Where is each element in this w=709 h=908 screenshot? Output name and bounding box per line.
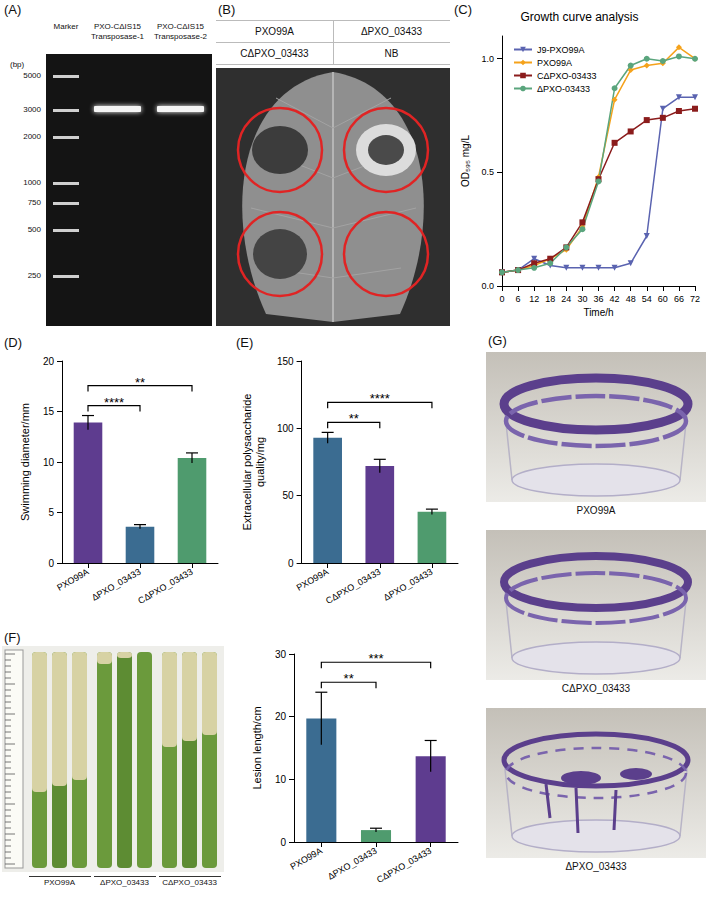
svg-text:150: 150: [277, 356, 294, 367]
svg-text:Swimming diameter/mm: Swimming diameter/mm: [19, 403, 31, 521]
svg-text:0.5: 0.5: [481, 167, 494, 177]
svg-text:0: 0: [48, 558, 54, 569]
svg-text:0: 0: [499, 294, 504, 304]
svg-text:**: **: [349, 411, 359, 426]
svg-text:54: 54: [642, 294, 652, 304]
html-text:Marker: Marker: [53, 22, 79, 31]
html-text:ΔPXO_03433: ΔPXO_03433: [100, 878, 149, 887]
html-text:(E): (E): [236, 335, 254, 350]
svg-text:72: 72: [690, 294, 700, 304]
svg-text:0: 0: [280, 837, 286, 848]
html-text:500: 500: [27, 224, 41, 234]
svg-text:20: 20: [43, 356, 55, 367]
svg-text:12: 12: [529, 294, 539, 304]
html-text:PXO99A: PXO99A: [255, 26, 294, 37]
html-text:1000: 1000: [23, 178, 41, 188]
svg-text:quality/mg: quality/mg: [254, 437, 266, 487]
svg-text:***: ***: [368, 651, 383, 666]
html-text:(bp): (bp): [10, 60, 25, 69]
svg-text:10: 10: [275, 774, 287, 785]
html-text:(A): (A): [4, 2, 22, 17]
svg-text:J9-PXO99A: J9-PXO99A: [537, 45, 585, 55]
svg-text:ΔPXO_03433: ΔPXO_03433: [382, 567, 435, 603]
html-text:ΔPXO_03433: ΔPXO_03433: [360, 26, 423, 37]
html-text:PXO99A: PXO99A: [43, 878, 76, 887]
svg-text:15: 15: [43, 406, 55, 417]
svg-text:50: 50: [282, 490, 294, 501]
html-text:PXO-CΔIS15 Transposase-1: PXO-CΔIS15 Transposase-1: [91, 22, 144, 41]
svg-text:66: 66: [674, 294, 684, 304]
svg-text:30: 30: [577, 294, 587, 304]
svg-text:Growth curve analysis: Growth curve analysis: [520, 10, 638, 24]
svg-text:42: 42: [610, 294, 620, 304]
svg-text:ΔPXO_03433: ΔPXO_03433: [326, 846, 379, 882]
html-text:CΔPXO_03433: CΔPXO_03433: [162, 878, 217, 887]
svg-text:PXO99A: PXO99A: [289, 846, 324, 872]
html-text:CΔPXO_03433: CΔPXO_03433: [561, 683, 631, 694]
svg-text:**: **: [344, 671, 354, 686]
html-text:(F): (F): [4, 630, 21, 645]
html-text:750: 750: [27, 197, 41, 207]
html-text:2000: 2000: [23, 132, 41, 142]
svg-text:CΔPXO_03433: CΔPXO_03433: [375, 846, 433, 885]
svg-text:0: 0: [288, 558, 294, 569]
svg-text:Extracellular polysaccharide: Extracellular polysaccharide: [241, 394, 253, 531]
html-text:(B): (B): [218, 2, 236, 17]
svg-text:6: 6: [516, 294, 521, 304]
svg-text:48: 48: [626, 294, 636, 304]
svg-text:ΔPXO_03433: ΔPXO_03433: [90, 567, 143, 603]
svg-text:OD₅₉₅ mg/L: OD₅₉₅ mg/L: [460, 135, 471, 187]
html-text:(G): (G): [488, 333, 507, 348]
svg-text:36: 36: [593, 294, 603, 304]
svg-text:10: 10: [43, 457, 55, 468]
svg-text:Lesion length/cm: Lesion length/cm: [251, 706, 263, 789]
svg-text:30: 30: [275, 649, 287, 660]
svg-text:****: ****: [104, 395, 124, 410]
svg-text:60: 60: [658, 294, 668, 304]
svg-text:100: 100: [277, 423, 294, 434]
svg-text:ΔPXO-03433: ΔPXO-03433: [537, 84, 590, 94]
svg-text:PXO99A: PXO99A: [295, 567, 330, 593]
svg-text:1.0: 1.0: [481, 54, 494, 64]
svg-text:Time/h: Time/h: [583, 307, 613, 318]
svg-text:**: **: [135, 375, 145, 390]
html-text:ΔPXO_03433: ΔPXO_03433: [565, 861, 627, 872]
svg-text:5: 5: [48, 507, 54, 518]
html-text:3000: 3000: [23, 105, 41, 115]
html-text:PXO99A: PXO99A: [576, 505, 616, 516]
html-text:(C): (C): [454, 2, 472, 17]
html-text:CΔPXO_03433: CΔPXO_03433: [240, 48, 309, 59]
svg-text:CΔPXO_03433: CΔPXO_03433: [136, 567, 194, 606]
svg-text:****: ****: [370, 391, 390, 406]
html-text:PXO-CΔIS15 Transposase-2: PXO-CΔIS15 Transposase-2: [154, 22, 207, 41]
svg-text:18: 18: [545, 294, 555, 304]
svg-text:CΔPXO-03433: CΔPXO-03433: [537, 71, 597, 81]
html-text:NB: NB: [384, 48, 399, 59]
html-text:(D): (D): [4, 335, 22, 350]
svg-text:CΔPXO_03433: CΔPXO_03433: [324, 567, 382, 606]
svg-text:PXO99A: PXO99A: [537, 58, 572, 68]
html-text:5000: 5000: [23, 71, 41, 80]
svg-text:20: 20: [275, 711, 287, 722]
svg-text:24: 24: [561, 294, 571, 304]
svg-text:0.0: 0.0: [481, 281, 494, 291]
html-text:250: 250: [27, 271, 41, 280]
svg-text:PXO99A: PXO99A: [55, 567, 90, 593]
